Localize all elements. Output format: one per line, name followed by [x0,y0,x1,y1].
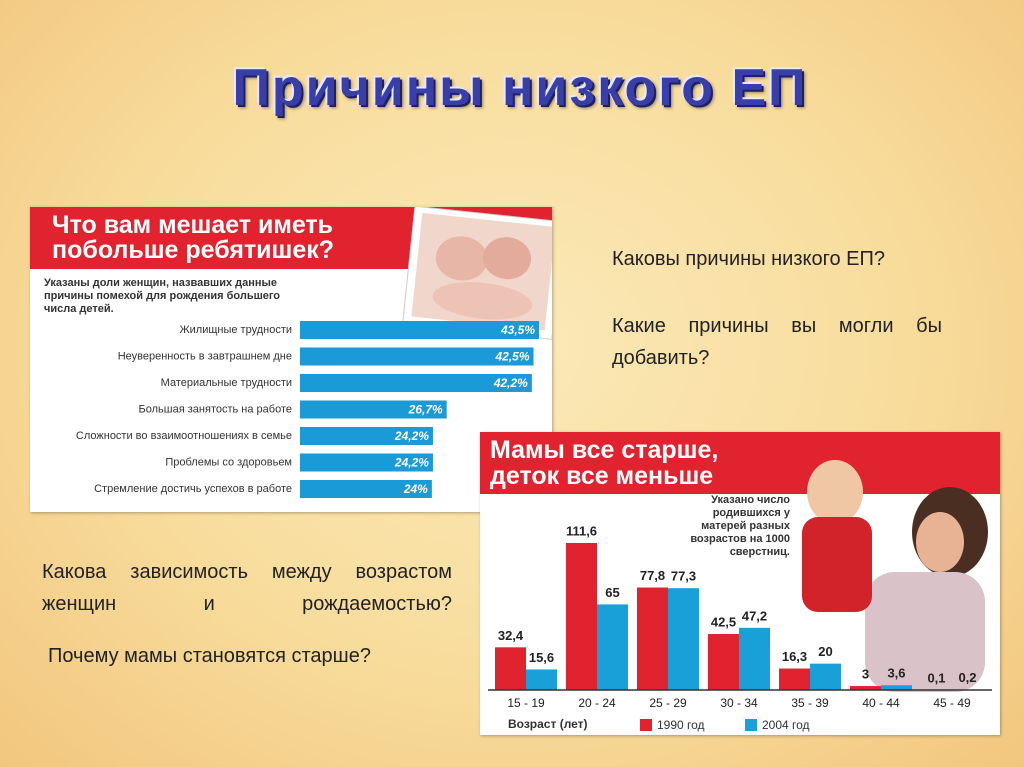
value-label: 3 [862,666,869,681]
value-label: 65 [605,585,619,600]
bar [300,480,432,498]
photo [802,460,988,692]
chart-panel: Что вам мешает иметь побольше ребятишек?… [30,207,552,512]
bar [300,321,539,339]
value-label: 47,2 [742,608,767,623]
value-label: 24,2% [394,456,429,470]
value-label: 32,4 [498,628,524,643]
category-label: Стремление достичь успехов в работе [94,483,292,495]
category-label: Проблемы со здоровьем [165,456,292,468]
value-label: 77,8 [640,568,665,583]
x-tick-label: 40 - 44 [862,696,900,710]
x-tick-label: 45 - 49 [933,696,971,710]
value-label: 0,1 [927,670,945,685]
category-label: Неуверенность в завтрашнем дне [118,350,292,362]
x-tick-label: 20 - 24 [578,696,616,710]
chart-panel: Мамы все старше, деток все меньше 32,4 15… [480,432,1000,735]
x-tick-label: 30 - 34 [720,696,758,710]
chart: Жилищные трудности 43,5% Неуверенность в з… [76,207,552,498]
value-label: 16,3 [782,649,807,664]
legend-label: 1990 год [657,718,705,732]
value-label: 43,5% [500,323,535,337]
chart-header: Мамы все старше, деток все меньше [480,432,1000,494]
bar [637,587,668,690]
value-label: 24% [403,482,428,496]
category-label: Жилищные трудности [179,324,292,336]
chart-title: Мамы все старше, деток все меньше [490,436,719,490]
bar [708,634,739,690]
bar [881,685,912,690]
chart-subtitle: Указано число родившихся у матерей разны… [690,494,790,558]
photo [402,207,552,340]
bar [779,668,810,690]
x-axis-label: Возраст (лет) [508,717,588,731]
question: Почему мамы становятся старше? [48,645,371,667]
question: Какова зависимость между возрастом женщи… [42,561,452,615]
x-tick-label: 15 - 19 [507,696,545,710]
legend-label: 2004 год [762,718,810,732]
chart: 32,4 15,6 15 - 19 111,6 65 20 - 24 77,8 77,3 25 … [488,460,992,732]
value-label: 0,2 [958,670,976,685]
value-label: 15,6 [529,650,554,665]
bar [597,604,628,690]
value-label: 24,2% [394,429,429,443]
value-label: 3,6 [887,666,905,681]
value-label: 77,3 [671,569,696,584]
chart-title: Что вам мешает иметь побольше ребятишек? [52,211,335,264]
category-label: Сложности во взаимоотношениях в семье [76,430,292,442]
bar [300,427,433,445]
x-tick-label: 25 - 29 [649,696,687,710]
value-label: 42,5 [711,614,736,629]
bar [526,669,557,690]
value-label: 20 [818,644,832,659]
question: Какие причины вы могли бы добавить? [612,315,942,369]
chart-subtitle: Указаны доли женщин, назвавших данные пр… [44,277,281,315]
slide-title: Причины низкого ЕП [232,59,808,117]
value-label: 111,6 [566,523,597,538]
bar [668,588,699,690]
legend-swatch [745,719,757,731]
bar [850,686,881,690]
bar [300,347,534,366]
category-label: Материальные трудности [161,377,292,389]
value-label: 26,7% [408,403,443,417]
bar [739,627,770,690]
bar [300,453,433,472]
bar [566,543,597,690]
legend-swatch [640,719,652,731]
bar [810,663,841,690]
value-label: 42,5% [494,350,529,364]
category-label: Большая занятость на работе [139,403,292,415]
bar [495,647,526,690]
value-label: 42,2% [493,376,528,390]
question: Каковы причины низкого ЕП? [612,248,885,270]
x-tick-label: 35 - 39 [791,696,829,710]
bar [300,374,532,392]
bar [300,400,447,419]
